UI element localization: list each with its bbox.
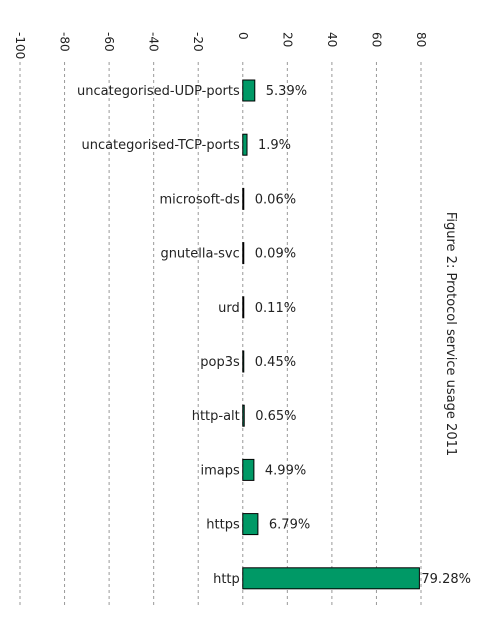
x-tick-label: 60 xyxy=(369,32,383,47)
value-label: 5.39% xyxy=(266,84,307,99)
bar-http xyxy=(242,567,420,590)
bar-urd xyxy=(242,296,245,319)
x-tick-label: -20 xyxy=(191,32,205,52)
value-label: 79.28% xyxy=(421,572,471,587)
category-label: uncategorised-TCP-ports xyxy=(81,138,240,153)
value-label: 0.11% xyxy=(255,301,296,316)
bar-microsoft-ds xyxy=(242,187,245,210)
bar-gnutella-svc xyxy=(242,242,245,265)
x-tick-label: 80 xyxy=(414,32,428,47)
category-label: microsoft-ds xyxy=(159,192,240,207)
value-label: 0.06% xyxy=(255,192,296,207)
category-label: urd xyxy=(218,301,240,316)
x-tick-label: 0 xyxy=(236,32,250,40)
value-label: 1.9% xyxy=(258,138,291,153)
value-label: 6.79% xyxy=(269,518,310,533)
x-tick-label: -80 xyxy=(58,32,72,52)
value-label: 0.09% xyxy=(255,247,296,262)
x-tick-label: 40 xyxy=(325,32,339,47)
bar-uncategorised-TCP-ports xyxy=(242,133,248,156)
category-label: pop3s xyxy=(200,355,240,370)
category-label: gnutella-svc xyxy=(160,247,239,262)
category-label: https xyxy=(206,518,240,533)
value-label: 0.65% xyxy=(255,409,296,424)
category-label: imaps xyxy=(200,463,239,478)
category-label: http xyxy=(213,572,240,587)
bar-https xyxy=(242,513,259,536)
bars xyxy=(242,79,420,590)
bar-imaps xyxy=(242,458,255,481)
value-labels: 5.39% 1.9% 0.06% 0.09% 0.11% 0.45% 0.65% 4.99% 6… xyxy=(255,84,471,587)
chart-title: Figure 2: Protocol service usage 2011 xyxy=(443,212,458,456)
category-label: uncategorised-UDP-ports xyxy=(77,84,240,99)
value-label: 0.45% xyxy=(255,355,296,370)
x-tick-label: -60 xyxy=(102,32,116,52)
category-labels: uncategorised-UDP-ports uncategorised-TCP… xyxy=(77,84,240,587)
x-axis-ticks: -100 -80 -60 -40 -20 0 20 40 60 80 xyxy=(13,32,428,59)
category-label: http-alt xyxy=(192,409,240,424)
x-tick-label: -100 xyxy=(13,32,27,59)
x-tick-label: 20 xyxy=(280,32,294,47)
gridlines xyxy=(19,62,422,608)
bar-uncategorised-UDP-ports xyxy=(242,79,256,102)
bar-http-alt xyxy=(242,404,245,427)
x-tick-label: -40 xyxy=(147,32,161,52)
value-label: 4.99% xyxy=(265,463,306,478)
bar-pop3s xyxy=(242,350,245,373)
